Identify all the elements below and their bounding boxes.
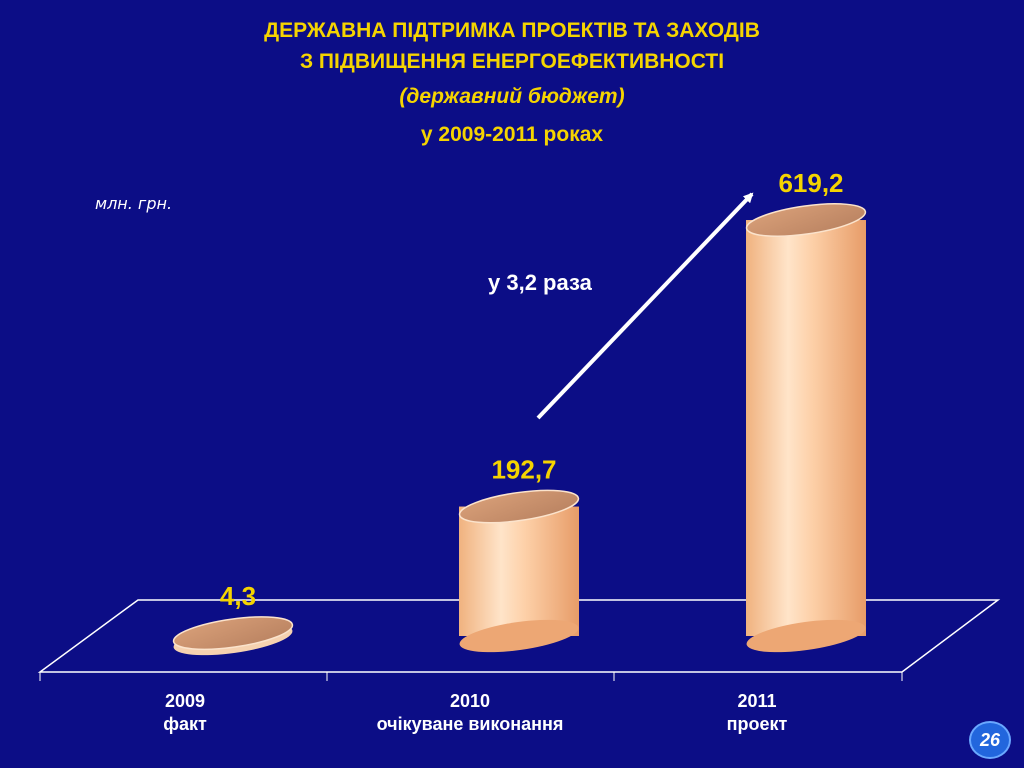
slide-number-badge: 26 [969, 721, 1011, 759]
data-label-2010: 192,7 [491, 455, 556, 485]
data-label-2011: 619,2 [778, 168, 843, 198]
category-label-2010: 2010 очікуване виконання [330, 690, 610, 736]
title-line-4: у 2009-2011 роках [420, 123, 604, 146]
category-year: 2010 [449, 691, 491, 711]
bar-top-2009 [172, 616, 294, 651]
category-note: факт [163, 714, 207, 734]
category-label-2009: 2009 факт [45, 690, 325, 736]
data-label-2009: 4,3 [220, 581, 256, 611]
title-line-1: ДЕРЖАВНА ПІДТРИМКА ПРОЕКТІВ ТА ЗАХОДІВ [264, 19, 760, 42]
growth-arrow [536, 192, 754, 420]
category-note: проект [726, 714, 788, 734]
growth-annotation: у 3,2 раза [488, 270, 592, 295]
chart-floor [37, 599, 1001, 673]
bar-top-2010 [458, 489, 580, 524]
category-year: 2011 [737, 691, 777, 711]
category-year: 2009 [164, 691, 206, 711]
bar-base-2011 [746, 619, 866, 653]
bar-2011 [746, 220, 866, 637]
category-label-2011: 2011 проект [617, 690, 897, 736]
category-note: очікуване виконання [376, 714, 564, 734]
unit-label: млн. грн. [95, 194, 173, 213]
title-line-3: (державний бюджет) [399, 85, 625, 108]
bar-top-2011 [745, 203, 867, 237]
bar-2010 [459, 506, 579, 636]
bar-base-2010 [459, 619, 579, 653]
title-line-2: З ПІДВИЩЕННЯ ЕНЕРГОЕФЕКТИВНОСТІ [299, 50, 725, 73]
